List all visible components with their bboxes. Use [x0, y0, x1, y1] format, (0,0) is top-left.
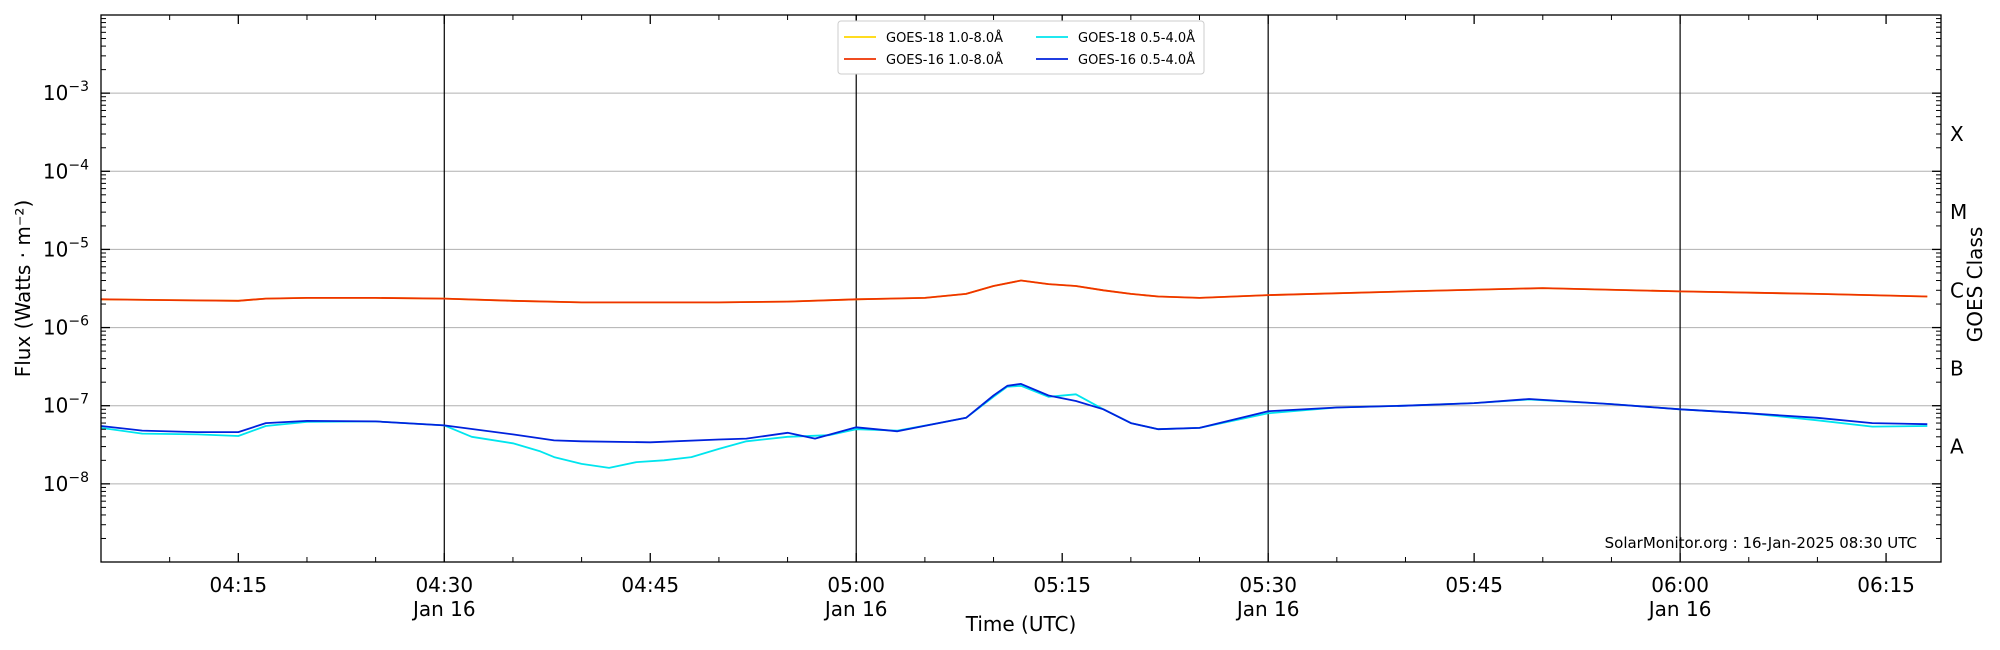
legend-label: GOES-18 1.0-8.0Å — [886, 30, 1003, 46]
grid-lines — [101, 92, 1941, 485]
goes-class-label: B — [1950, 356, 1964, 380]
x-tick-label: 04:45 — [621, 573, 679, 597]
day-vertical-lines — [443, 15, 1681, 562]
legend-label: GOES-16 0.5-4.0Å — [1078, 52, 1195, 68]
x-tick-label: 04:30 — [415, 573, 473, 597]
goes-class-label: M — [1950, 200, 1967, 224]
x-tick-sublabel: Jan 16 — [1235, 597, 1300, 621]
goes-class-labels: X M C B A — [1950, 122, 1967, 459]
y-tick-label: 10−7 — [43, 392, 89, 418]
credit-text: SolarMonitor.org : 16-Jan-2025 08:30 UTC — [1605, 534, 1917, 552]
goes-class-label: C — [1950, 278, 1964, 302]
y-tick-label: 10−4 — [43, 157, 89, 183]
x-tick-label: 04:15 — [209, 573, 267, 597]
y-tick-label: 10−5 — [43, 235, 89, 261]
y-tick-labels: 10−8 10−7 10−6 10−5 10−4 10−3 — [43, 79, 89, 496]
x-tick-label: 06:00 — [1651, 573, 1709, 597]
axis-ticks — [100, 15, 1941, 562]
series-line-4 — [100, 382, 1928, 444]
x-axis-label: Time (UTC) — [965, 612, 1077, 636]
y-axis-label: Flux (Watts · m⁻²) — [11, 200, 35, 378]
legend-label: GOES-18 0.5-4.0Å — [1078, 30, 1195, 46]
x-tick-label: 05:45 — [1445, 573, 1503, 597]
y-tick-label: 10−3 — [43, 79, 89, 105]
x-tick-sublabel: Jan 16 — [1647, 597, 1712, 621]
x-tick-label: 05:30 — [1239, 573, 1297, 597]
y-tick-label: 10−8 — [43, 470, 89, 496]
goes-class-label: A — [1950, 435, 1964, 459]
legend-box — [837, 20, 1205, 75]
series-lines — [100, 279, 1928, 469]
plot-frame — [100, 14, 1942, 563]
x-tick-label: 06:15 — [1857, 573, 1915, 597]
y-tick-label: 10−6 — [43, 314, 89, 340]
legend: GOES-18 1.0-8.0Å GOES-16 1.0-8.0Å GOES-18 … — [837, 20, 1205, 75]
x-tick-sublabel: Jan 16 — [411, 597, 476, 621]
x-tick-sublabel: Jan 16 — [823, 597, 888, 621]
goes-class-label: X — [1950, 122, 1964, 146]
series-line-2 — [100, 279, 1928, 304]
right-axis-label: GOES Class — [1963, 227, 1987, 343]
legend-label: GOES-16 1.0-8.0Å — [886, 52, 1003, 68]
x-tick-label: 05:00 — [827, 573, 885, 597]
x-tick-label: 05:15 — [1033, 573, 1091, 597]
